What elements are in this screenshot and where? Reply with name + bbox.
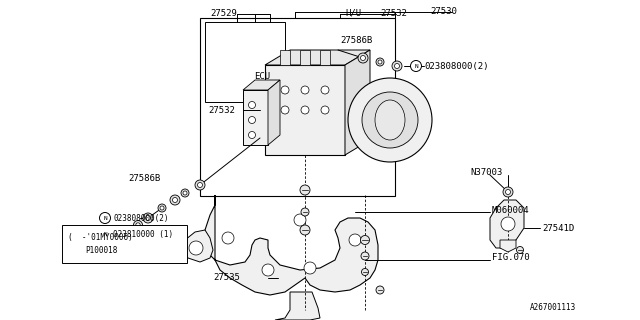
Text: 023808000(2): 023808000(2) <box>113 213 168 222</box>
Circle shape <box>136 223 140 227</box>
Bar <box>280 50 290 65</box>
Text: 27532: 27532 <box>208 106 235 115</box>
Circle shape <box>148 233 158 243</box>
Circle shape <box>170 195 180 205</box>
Circle shape <box>198 182 202 188</box>
Circle shape <box>392 61 402 71</box>
Circle shape <box>141 241 145 245</box>
Text: 27529: 27529 <box>210 9 237 18</box>
Text: N: N <box>103 231 107 236</box>
Circle shape <box>300 185 310 195</box>
Circle shape <box>506 189 511 195</box>
Text: P100018: P100018 <box>85 245 117 254</box>
Polygon shape <box>205 195 378 295</box>
Circle shape <box>143 213 153 223</box>
Text: 27535: 27535 <box>213 274 240 283</box>
Text: ECU: ECU <box>254 71 270 81</box>
Circle shape <box>516 246 524 253</box>
Circle shape <box>361 252 369 260</box>
Circle shape <box>181 189 189 197</box>
Bar <box>62 225 187 263</box>
Text: (  -'01MY0006): ( -'01MY0006) <box>68 233 132 242</box>
Circle shape <box>503 187 513 197</box>
Bar <box>300 50 310 65</box>
Text: 27586B: 27586B <box>128 173 160 182</box>
Circle shape <box>300 225 310 235</box>
Circle shape <box>294 214 306 226</box>
Circle shape <box>99 228 111 239</box>
Circle shape <box>358 53 368 63</box>
Circle shape <box>360 236 369 244</box>
Bar <box>200 18 395 196</box>
Circle shape <box>139 239 147 247</box>
Text: FIG.070: FIG.070 <box>492 253 530 262</box>
Text: 023810000 (1): 023810000 (1) <box>113 229 173 238</box>
Circle shape <box>160 206 164 210</box>
Circle shape <box>301 86 309 94</box>
Circle shape <box>362 92 418 148</box>
Circle shape <box>349 234 361 246</box>
Circle shape <box>304 262 316 274</box>
Text: 27586B: 27586B <box>340 36 372 44</box>
Text: 023808000(2): 023808000(2) <box>424 61 488 70</box>
Polygon shape <box>265 50 370 65</box>
Text: 27532: 27532 <box>380 9 407 18</box>
Circle shape <box>281 106 289 114</box>
Circle shape <box>99 212 111 223</box>
Circle shape <box>378 60 382 64</box>
Bar <box>320 50 330 65</box>
Circle shape <box>248 132 255 139</box>
Circle shape <box>158 204 166 212</box>
Circle shape <box>321 106 329 114</box>
Circle shape <box>222 232 234 244</box>
Circle shape <box>376 58 384 66</box>
Bar <box>265 65 345 155</box>
Circle shape <box>248 101 255 108</box>
Text: A267001113: A267001113 <box>530 303 576 313</box>
Polygon shape <box>243 80 280 90</box>
Circle shape <box>348 78 432 162</box>
Circle shape <box>281 86 289 94</box>
Circle shape <box>134 220 143 229</box>
Circle shape <box>189 241 203 255</box>
Circle shape <box>360 55 365 60</box>
Circle shape <box>362 268 369 276</box>
Polygon shape <box>275 292 320 320</box>
Polygon shape <box>345 50 370 155</box>
Text: 27530: 27530 <box>430 6 457 15</box>
Bar <box>205 22 285 102</box>
Text: H/U: H/U <box>345 9 361 18</box>
Circle shape <box>262 264 274 276</box>
Circle shape <box>248 116 255 124</box>
Circle shape <box>410 60 422 71</box>
Polygon shape <box>500 240 516 252</box>
Bar <box>243 90 268 145</box>
Circle shape <box>145 215 150 220</box>
Circle shape <box>195 180 205 190</box>
Text: 27541D: 27541D <box>542 223 574 233</box>
Circle shape <box>173 197 177 203</box>
Circle shape <box>501 217 515 231</box>
Text: N: N <box>103 215 107 220</box>
Circle shape <box>301 106 309 114</box>
Circle shape <box>376 286 384 294</box>
Circle shape <box>150 236 156 241</box>
Circle shape <box>301 208 309 216</box>
Polygon shape <box>490 200 524 248</box>
Text: M060004: M060004 <box>492 205 530 214</box>
Polygon shape <box>183 230 213 262</box>
Text: N37003: N37003 <box>470 167 502 177</box>
Text: N: N <box>414 63 418 68</box>
Circle shape <box>183 191 187 195</box>
Ellipse shape <box>375 100 405 140</box>
Circle shape <box>321 86 329 94</box>
Polygon shape <box>268 80 280 145</box>
Circle shape <box>394 63 399 68</box>
